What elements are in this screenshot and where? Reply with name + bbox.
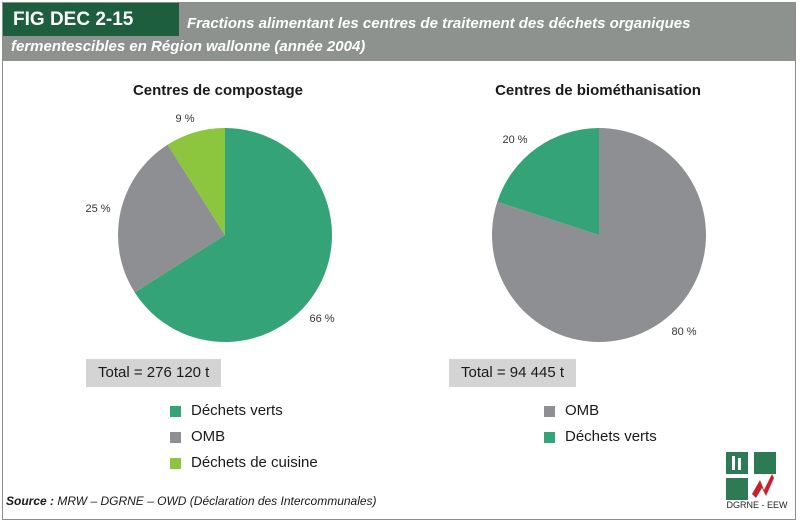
legend-swatch xyxy=(170,457,181,469)
legend-label: Déchets verts xyxy=(565,428,657,445)
legend-label: Déchets verts xyxy=(191,402,283,419)
legend-label: OMB xyxy=(191,428,226,445)
pie-slice xyxy=(497,128,599,235)
legend-swatch xyxy=(544,405,555,417)
pie-slice-label: 9 % xyxy=(176,113,195,125)
legend-swatch xyxy=(544,431,555,443)
legend-swatch xyxy=(170,405,181,417)
legend-compostage: Déchets verts OMB Déchets de cuisine xyxy=(170,398,318,476)
pie-slice xyxy=(167,128,225,235)
figure-title-line1: Fractions alimentant les centres de trai… xyxy=(187,15,691,32)
pie-slice-label: 66 % xyxy=(309,313,334,325)
legend-label: Déchets de cuisine xyxy=(191,454,318,471)
pie-title-compostage: Centres de compostage xyxy=(132,82,304,99)
legend-biomethanisation: OMB Déchets verts xyxy=(544,398,657,450)
source-note: Source : MRW – DGRNE – OWD (Déclaration … xyxy=(6,494,377,508)
legend-item: Déchets verts xyxy=(170,398,318,424)
figure-header: FIG DEC 2-15 Fractions alimentant les ce… xyxy=(3,3,795,61)
source-label: Source : xyxy=(6,494,55,508)
pie-biomethanisation: 80 % 20 % xyxy=(491,128,706,342)
legend-item: OMB xyxy=(544,398,657,424)
legend-item: Déchets de cuisine xyxy=(170,450,318,476)
figure-label: FIG DEC 2-15 xyxy=(3,3,179,36)
legend-swatch xyxy=(170,431,181,443)
total-compostage: Total = 276 120 t xyxy=(86,359,222,387)
legend-item: Déchets verts xyxy=(544,424,657,450)
legend-label: OMB xyxy=(565,402,600,419)
logo-caption: DGRNE - EEW xyxy=(726,500,788,510)
pie-slice-label: 80 % xyxy=(671,326,696,338)
dgrne-logo-icon xyxy=(726,452,776,500)
total-biomethanisation: Total = 94 445 t xyxy=(449,359,576,387)
pie-slice-label: 20 % xyxy=(502,134,527,146)
source-text: MRW – DGRNE – OWD (Déclaration des Inter… xyxy=(57,494,377,508)
legend-item: OMB xyxy=(170,424,318,450)
pie-slice xyxy=(134,128,332,343)
pie-compostage: 66 % 25 % 9 % xyxy=(85,113,335,343)
pie-slice-label: 25 % xyxy=(85,203,110,215)
pie-slice xyxy=(117,144,225,293)
figure-title-line2: fermentescibles en Région wallonne (anné… xyxy=(11,38,366,55)
pie-title-biomethanisation: Centres de biométhanisation xyxy=(495,82,701,99)
